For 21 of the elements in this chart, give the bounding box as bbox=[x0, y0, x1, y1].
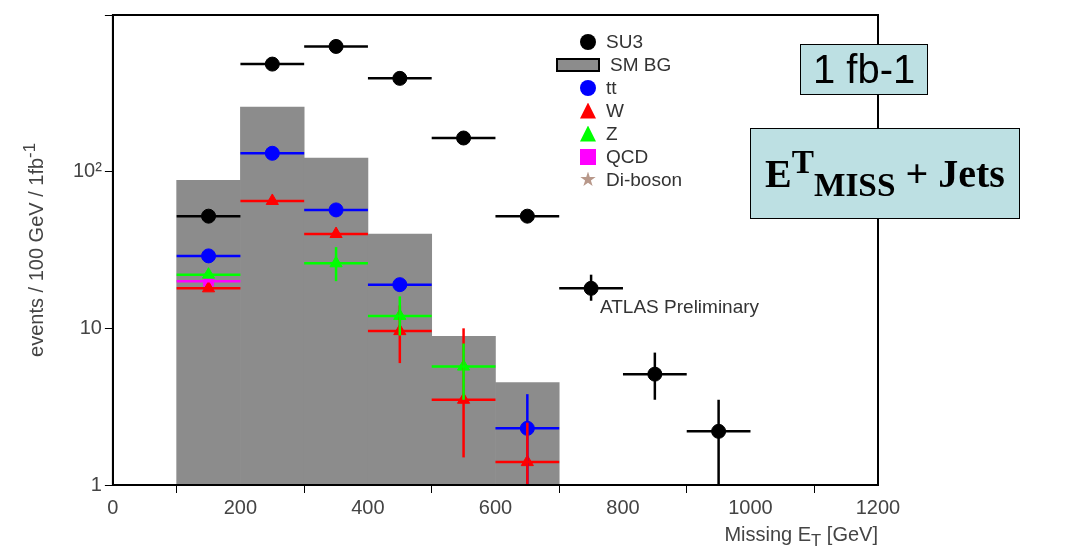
y-tick-label: 1 bbox=[90, 472, 102, 495]
x-tick-label: 600 bbox=[478, 495, 513, 518]
legend-label: tt bbox=[606, 76, 617, 99]
annotation: 1 fb-1 bbox=[800, 44, 929, 95]
x-tick-label: 0 bbox=[107, 495, 119, 518]
legend-label: SU3 bbox=[606, 30, 643, 53]
legend-label: Z bbox=[606, 122, 618, 145]
x-tick-label: 1000 bbox=[728, 495, 773, 518]
y-tick-label: 10² bbox=[73, 159, 103, 182]
x-tick-label: 200 bbox=[223, 495, 258, 518]
x-tick-label: 800 bbox=[606, 495, 640, 518]
y-tick-label: 10 bbox=[79, 315, 102, 338]
x-axis-title: Missing E$_{T}$ [GeV] bbox=[724, 523, 878, 551]
annotation: E$^{T}$$_{MISS}$ + Jets bbox=[750, 128, 1020, 220]
annotation: ATLAS Preliminary bbox=[600, 296, 760, 318]
legend-label: Di-boson bbox=[606, 168, 683, 191]
legend-label: QCD bbox=[606, 145, 649, 168]
legend-label: W bbox=[606, 99, 624, 122]
legend-label: SM BG bbox=[610, 53, 672, 76]
x-tick-label: 1200 bbox=[855, 495, 901, 518]
x-tick-label: 400 bbox=[351, 495, 385, 518]
